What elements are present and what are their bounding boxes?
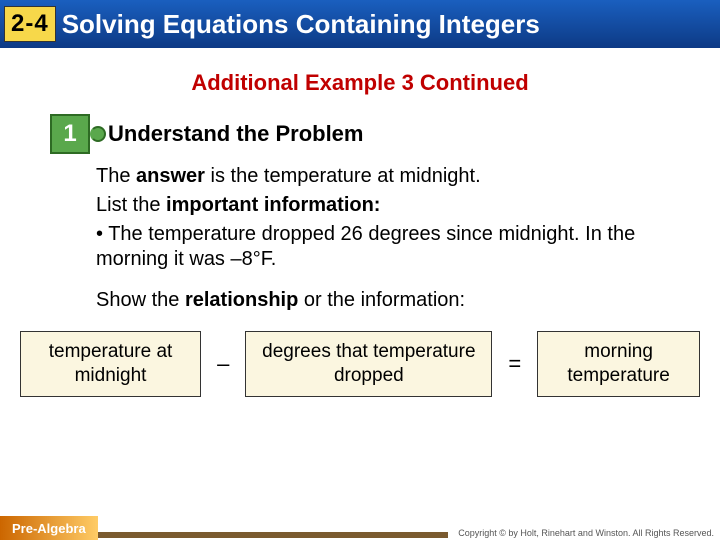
equation-box-1: temperature at midnight (20, 331, 201, 397)
footer: Pre-Algebra Copyright © by Holt, Rinehar… (0, 516, 720, 540)
step-title: Understand the Problem (108, 121, 363, 147)
show-suffix: or the information: (298, 289, 465, 311)
answer-suffix: is the temperature at midnight. (205, 165, 481, 187)
list-line: List the important information: (96, 193, 680, 218)
equation-op-equals: = (504, 351, 525, 377)
puzzle-piece-icon: 1 (50, 114, 98, 154)
course-label: Pre-Algebra (0, 516, 98, 540)
body-text: The answer is the temperature at midnigh… (96, 164, 680, 313)
box1-text: temperature at midnight (49, 341, 173, 386)
show-prefix: Show the (96, 289, 185, 311)
step-row: 1 Understand the Problem (50, 114, 720, 154)
header-bar: 2-4 Solving Equations Containing Integer… (0, 0, 720, 48)
relationship-line: Show the relationship or the information… (96, 288, 680, 313)
equation-row: temperature at midnight – degrees that t… (0, 331, 720, 397)
answer-word: answer (136, 165, 205, 187)
relationship-word: relationship (185, 289, 298, 311)
step-number: 1 (50, 114, 90, 154)
equation-op-minus: – (213, 351, 233, 377)
section-number-badge: 2-4 (4, 6, 56, 42)
list-prefix: List the (96, 194, 166, 216)
footer-brown-bar (98, 532, 449, 538)
header-title: Solving Equations Containing Integers (62, 9, 540, 40)
important-phrase: important information: (166, 194, 380, 216)
bullet-line: • The temperature dropped 26 degrees sin… (96, 222, 680, 272)
box3-text: morning temperature (567, 341, 669, 386)
equation-box-2: degrees that temperature dropped (245, 331, 492, 397)
example-title: Additional Example 3 Continued (0, 70, 720, 96)
copyright-text: Copyright © by Holt, Rinehart and Winsto… (448, 528, 720, 538)
answer-prefix: The (96, 165, 136, 187)
box2-text: degrees that temperature dropped (262, 341, 475, 386)
answer-line: The answer is the temperature at midnigh… (96, 164, 680, 189)
puzzle-knob (90, 126, 106, 142)
equation-box-3: morning temperature (537, 331, 700, 397)
